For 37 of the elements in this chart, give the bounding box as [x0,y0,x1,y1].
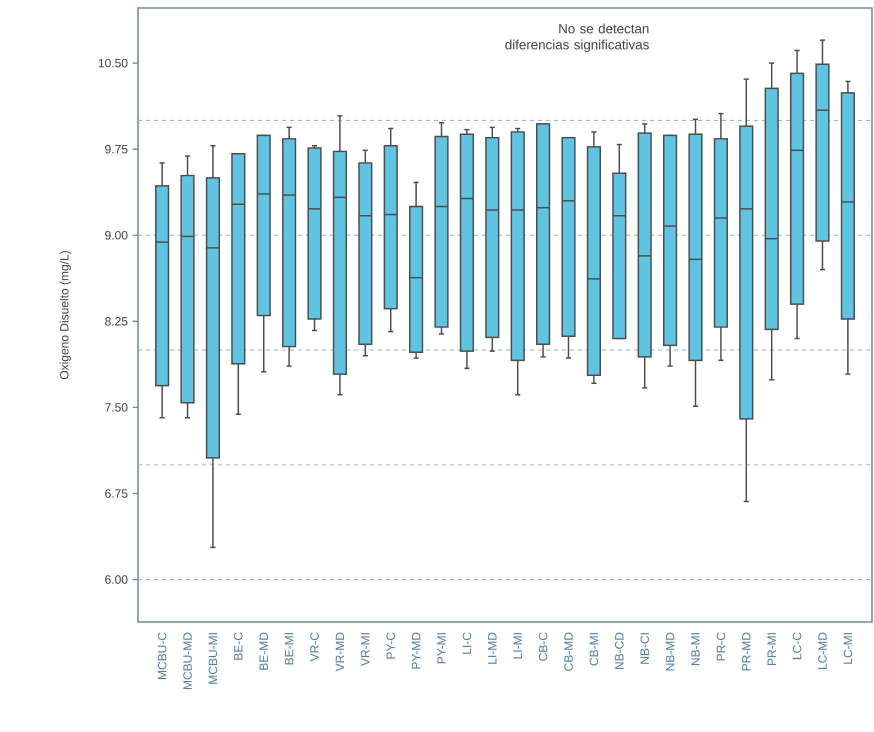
x-tick-label: BE-MI [284,633,294,664]
y-tick-label: 6.00 [105,575,128,584]
x-tick-label: MCBU-MD [183,632,192,690]
x-tick-label: MCBU-C [158,632,166,680]
y-axis-title: Oxigeno Disuelto (mg/L) [60,251,71,380]
x-tick-label: PR-C [716,632,726,660]
y-tick-label: 9.75 [105,144,128,154]
x-tick-label: NB-MI [691,633,700,666]
x-tick-label: CB-MD [564,632,573,671]
x-tick-label: VR-C [310,632,319,662]
y-tick-label: 10.50 [98,58,128,68]
x-tick-label: BE-C [234,632,243,660]
x-tick-label: MCBU-MI [208,633,218,684]
x-tick-label: PY-C [386,632,395,659]
y-tick-label: 6.75 [105,489,128,498]
y-tick-label: 7.50 [105,403,128,412]
x-tick-label: CB-MI [590,633,598,666]
x-tick-label: LI-MI [514,633,522,658]
y-tick-label: 8.25 [105,317,128,326]
x-tick-label: PY-MD [412,632,420,669]
x-tick-label: CB-C [538,632,548,661]
x-tick-label: NB-CI [640,633,649,664]
x-tick-label: VR-MI [361,633,370,666]
x-tick-label: NB-CD [615,632,624,670]
x-tick-label: PY-MI [437,633,446,664]
x-tick-label: LI-C [462,632,472,654]
x-tick-label: VR-MD [336,632,344,672]
x-tick-label: LC-MI [844,633,852,664]
x-tick-label: LC-MD [818,632,827,670]
x-tick-label: LC-C [792,632,802,660]
annotation: No se detectan diferencias significativas [505,24,649,52]
y-tick-label: 9.00 [105,230,128,240]
x-tick-label: PR-MD [742,632,750,670]
x-tick-label: LI-MD [488,632,496,664]
x-tick-label: NB-MD [666,632,674,670]
x-tick-label: BE-MD [260,632,268,670]
x-tick-label: PR-MI [768,633,776,666]
